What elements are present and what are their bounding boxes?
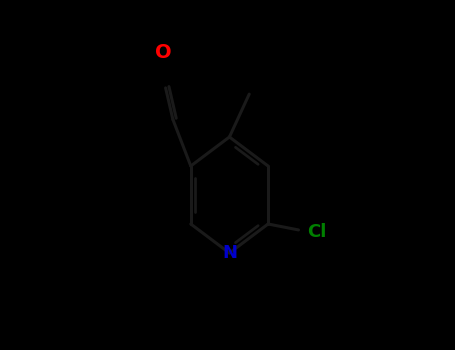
Text: N: N: [222, 244, 237, 262]
Text: Cl: Cl: [308, 223, 327, 241]
Text: O: O: [155, 43, 171, 62]
